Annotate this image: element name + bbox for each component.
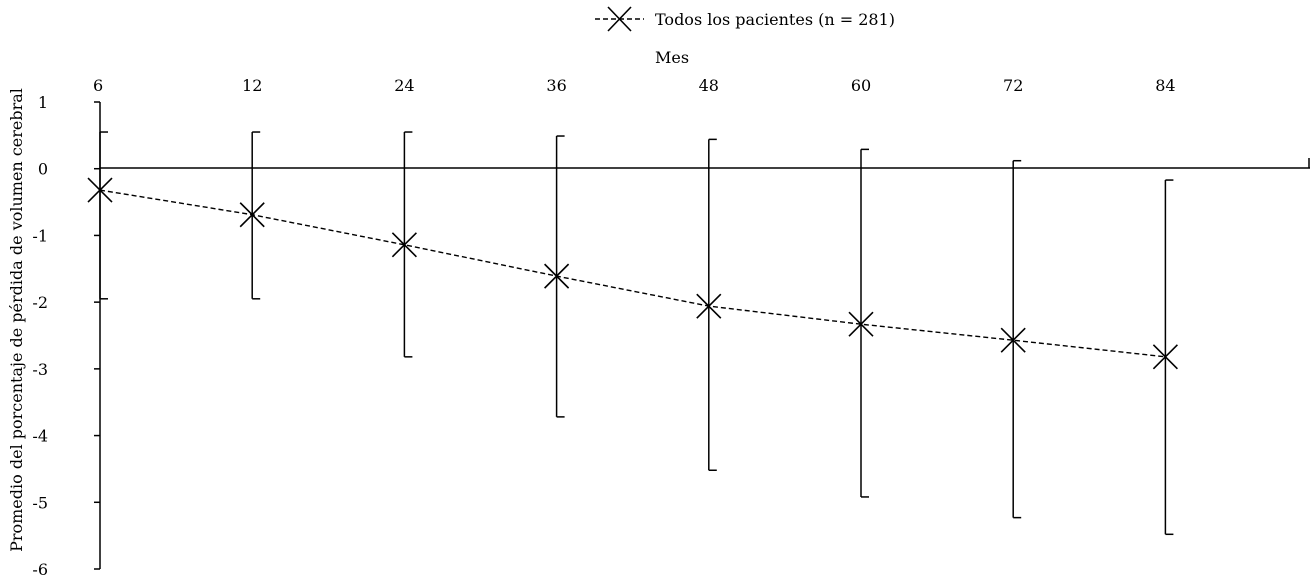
- x-tick-label: 48: [699, 76, 719, 95]
- error-bars: [99, 131, 1174, 536]
- data-point-marker: [391, 232, 417, 258]
- y-tick-label: -1: [32, 226, 48, 245]
- data-point-marker: [544, 263, 570, 289]
- x-tick-label: 84: [1155, 76, 1175, 95]
- data-point-marker: [848, 311, 874, 337]
- y-ticks: 1 0 -1 -2 -3 -4 -5 -6: [32, 93, 100, 579]
- x-tick-label: 60: [851, 76, 871, 95]
- y-tick-label: 1: [38, 93, 48, 112]
- legend-marker-icon: [607, 6, 632, 32]
- series-markers: [87, 177, 1178, 370]
- y-tick-label: -3: [32, 360, 48, 379]
- x-tick-labels: 6 12 24 36 48 60 72 84: [93, 76, 1176, 95]
- data-point-marker: [696, 293, 722, 319]
- y-tick-label: 0: [38, 160, 48, 179]
- legend-label: Todos los pacientes (n = 281): [655, 10, 895, 29]
- x-tick-label: 36: [546, 76, 566, 95]
- y-tick-label: -4: [32, 427, 48, 446]
- x-tick-label: 72: [1003, 76, 1023, 95]
- data-point-marker: [87, 177, 113, 203]
- x-tick-label: 6: [93, 76, 103, 95]
- y-tick-label: -2: [32, 293, 48, 312]
- series-line: [99, 189, 1166, 358]
- x-tick-label: 24: [394, 76, 414, 95]
- y-axis-title: Promedio del porcentaje de pérdida de vo…: [7, 88, 26, 552]
- x-axis-title: Mes: [655, 48, 689, 67]
- y-tick-label: -5: [32, 493, 48, 512]
- x-tick-label: 12: [242, 76, 262, 95]
- data-point-marker: [1000, 327, 1026, 353]
- data-point-marker: [239, 202, 265, 228]
- legend: Todos los pacientes (n = 281): [595, 6, 895, 32]
- data-point-marker: [1152, 344, 1178, 370]
- y-tick-label: -6: [32, 560, 48, 579]
